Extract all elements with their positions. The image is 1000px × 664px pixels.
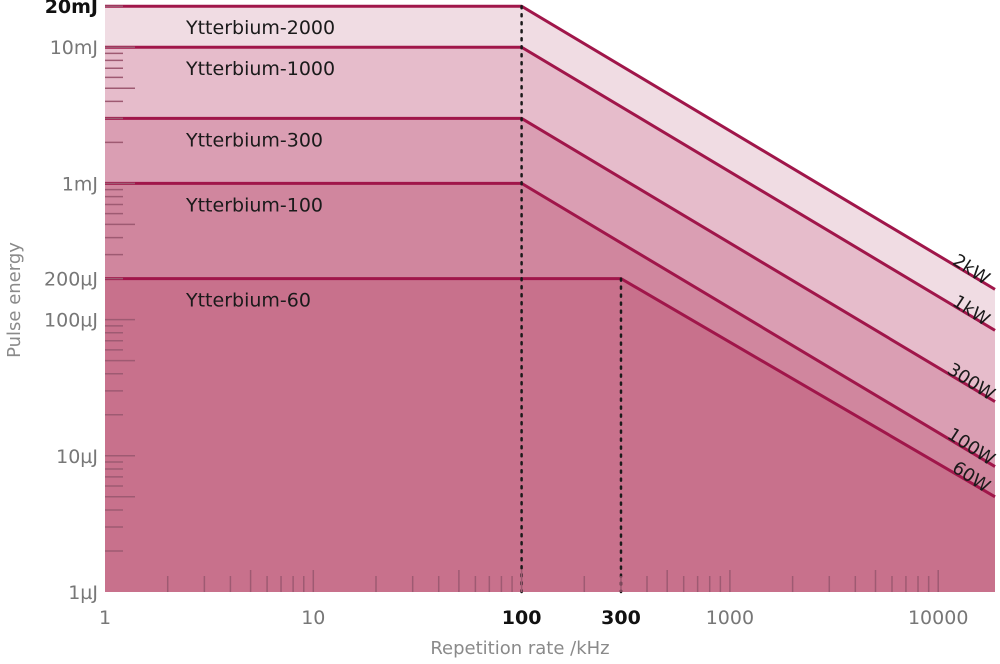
y-tick-label: 20mJ xyxy=(45,0,98,18)
series-label-ytterbium-60: Ytterbium-60 xyxy=(185,290,311,312)
x-tick-label: 100 xyxy=(502,607,542,629)
y-tick-label: 10mJ xyxy=(50,37,98,59)
y-tick-label: 1µJ xyxy=(68,582,98,604)
y-axis-tick-labels: 1µJ 10µJ 100µJ 200µJ 1mJ 10mJ 20mJ xyxy=(44,0,98,604)
x-tick-label: 1000 xyxy=(706,607,754,629)
series-label-ytterbium-300: Ytterbium-300 xyxy=(185,129,323,151)
x-axis-title: Repetition rate /kHz xyxy=(430,638,609,659)
chart-areas xyxy=(105,6,995,593)
series-label-ytterbium-2000: Ytterbium-2000 xyxy=(185,17,335,39)
y-tick-label: 1mJ xyxy=(62,173,98,195)
y-tick-label: 200µJ xyxy=(44,269,98,291)
y-tick-label: 10µJ xyxy=(56,446,98,468)
x-tick-label: 1 xyxy=(99,607,111,629)
knee-lines xyxy=(520,4,623,594)
y-axis-title: Pulse energy xyxy=(4,242,25,358)
x-tick-label: 10 xyxy=(301,607,325,629)
y-tick-label: 100µJ xyxy=(44,310,98,332)
area-ytterbium-60 xyxy=(105,278,995,592)
x-axis-tick-labels: 1 10 100 300 1000 10000 xyxy=(99,607,968,629)
x-tick-label: 300 xyxy=(601,607,641,629)
axis-minor-ticks xyxy=(105,5,939,592)
x-tick-label: 10000 xyxy=(908,607,968,629)
series-label-ytterbium-100: Ytterbium-100 xyxy=(185,194,323,216)
series-label-ytterbium-1000: Ytterbium-1000 xyxy=(185,58,335,80)
